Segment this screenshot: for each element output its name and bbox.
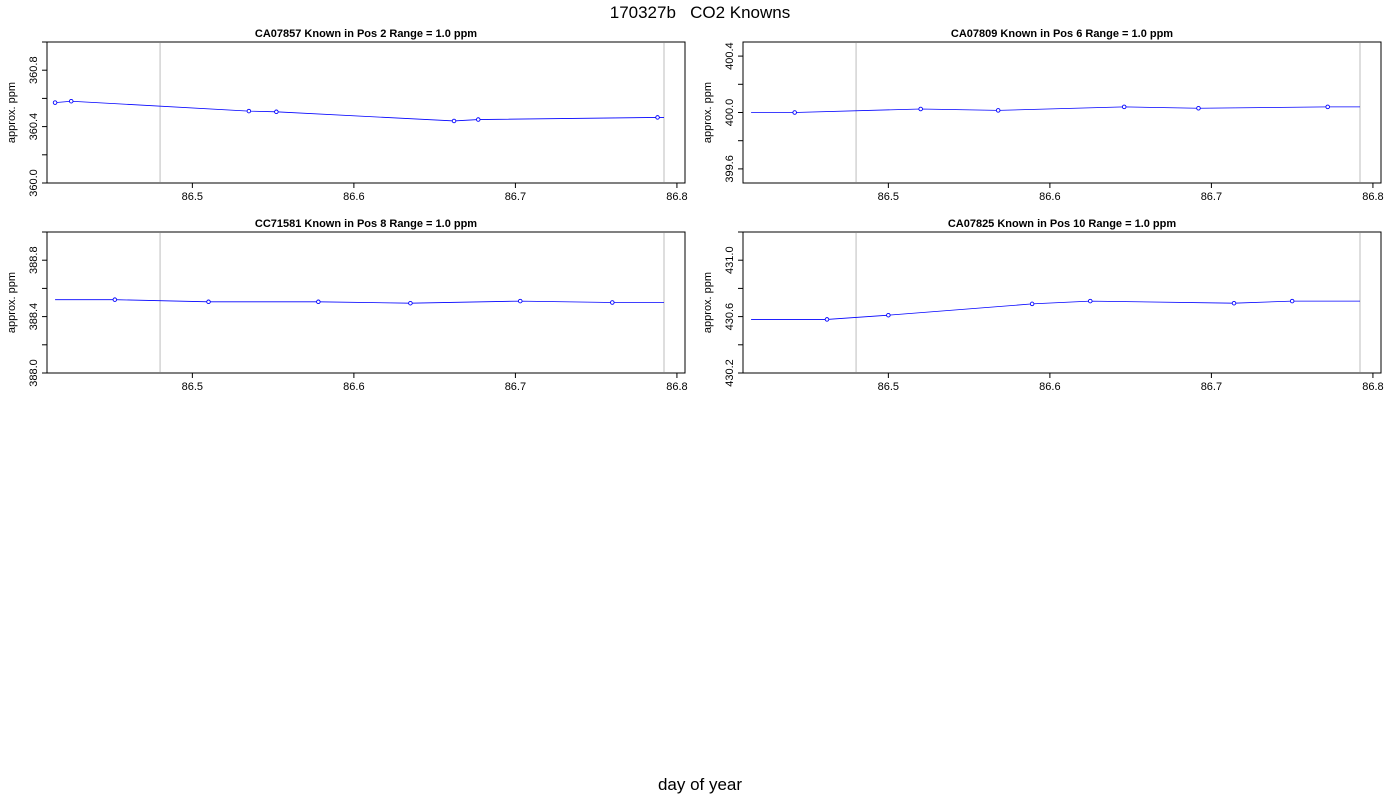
data-point — [886, 312, 891, 318]
data-point — [274, 109, 279, 115]
data-point — [1231, 300, 1237, 306]
x-tick-label: 86.5 — [878, 191, 899, 203]
plot-frame — [46, 41, 686, 184]
x-tick-label: 86.7 — [1201, 191, 1222, 203]
panel-3: CC71581 Known in Pos 8 Range = 1.0 ppm 86… — [6, 218, 688, 393]
y-axis-label: approx. ppm — [6, 272, 18, 333]
x-tick-label: 86.7 — [505, 381, 526, 393]
x-tick-label: 86.6 — [343, 381, 364, 393]
data-point — [1088, 298, 1093, 304]
plot-frame — [742, 41, 1382, 184]
x-tick-label: 86.5 — [182, 191, 203, 203]
x-axis-title: day of year — [657, 775, 743, 794]
y-tick-label: 360.4 — [28, 113, 40, 141]
data-point — [610, 300, 615, 305]
x-tick-label: 86.8 — [666, 191, 687, 203]
data-point — [68, 98, 74, 104]
data-point — [1029, 301, 1035, 307]
y-axis-label: approx. ppm — [702, 82, 714, 143]
x-tick-label: 86.6 — [1039, 381, 1060, 393]
x-tick-label: 86.8 — [1362, 191, 1383, 203]
y-tick-label: 400.4 — [724, 42, 736, 70]
data-point — [824, 317, 830, 322]
panel-2: CA07809 Known in Pos 6 Range = 1.0 ppm 86… — [702, 28, 1384, 203]
x-tick-label: 86.8 — [1362, 381, 1383, 393]
x-tick-label: 86.5 — [878, 381, 899, 393]
panel-4: CA07825 Known in Pos 10 Range = 1.0 ppm 8… — [702, 218, 1384, 393]
x-tick-label: 86.5 — [182, 381, 203, 393]
series-line — [55, 100, 665, 122]
y-tick-label: 430.6 — [724, 303, 736, 331]
data-point — [1196, 106, 1201, 111]
data-point — [316, 299, 321, 305]
data-point — [655, 115, 660, 120]
panel-title: CA07825 Known in Pos 10 Range = 1.0 ppm — [948, 218, 1177, 230]
panel-title: CA07857 Known in Pos 2 Range = 1.0 ppm — [255, 28, 477, 40]
y-tick-label: 360.0 — [28, 169, 40, 197]
x-tick-label: 86.6 — [343, 191, 364, 203]
data-point — [1289, 298, 1295, 304]
x-tick-label: 86.8 — [666, 381, 687, 393]
data-point — [792, 110, 797, 115]
series-line — [751, 300, 1361, 320]
y-tick-label: 388.4 — [28, 303, 40, 331]
y-tick-label: 399.6 — [724, 155, 736, 183]
y-axis-label: approx. ppm — [702, 272, 714, 333]
panel-title: CA07809 Known in Pos 6 Range = 1.0 ppm — [951, 28, 1173, 40]
y-tick-label: 430.2 — [724, 359, 736, 387]
data-point — [52, 100, 58, 105]
plot-frame — [742, 231, 1382, 374]
y-tick-label: 388.0 — [28, 359, 40, 387]
data-point — [918, 106, 923, 112]
data-point — [1325, 104, 1330, 110]
panel-title: CC71581 Known in Pos 8 Range = 1.0 ppm — [255, 218, 477, 230]
y-axis-label: approx. ppm — [6, 82, 18, 143]
y-tick-label: 431.0 — [724, 246, 736, 274]
data-point — [995, 108, 1001, 113]
panel-1: CA07857 Known in Pos 2 Range = 1.0 ppm 86… — [6, 28, 688, 203]
x-tick-label: 86.6 — [1039, 191, 1060, 203]
series-line — [55, 299, 665, 304]
y-tick-label: 388.8 — [28, 246, 40, 274]
figure-title: 170327b CO2 Knowns — [609, 3, 791, 22]
y-tick-label: 360.8 — [28, 56, 40, 84]
data-point — [476, 117, 481, 122]
data-point — [246, 108, 252, 114]
x-tick-label: 86.7 — [505, 191, 526, 203]
data-point — [206, 299, 211, 305]
y-tick-label: 400.0 — [724, 99, 736, 127]
data-point — [451, 118, 457, 124]
data-point — [1121, 104, 1127, 110]
series-line — [751, 106, 1361, 113]
x-tick-label: 86.7 — [1201, 381, 1222, 393]
plot-frame — [46, 231, 686, 374]
data-point — [518, 298, 523, 304]
data-point — [408, 300, 413, 306]
data-point — [112, 297, 118, 302]
